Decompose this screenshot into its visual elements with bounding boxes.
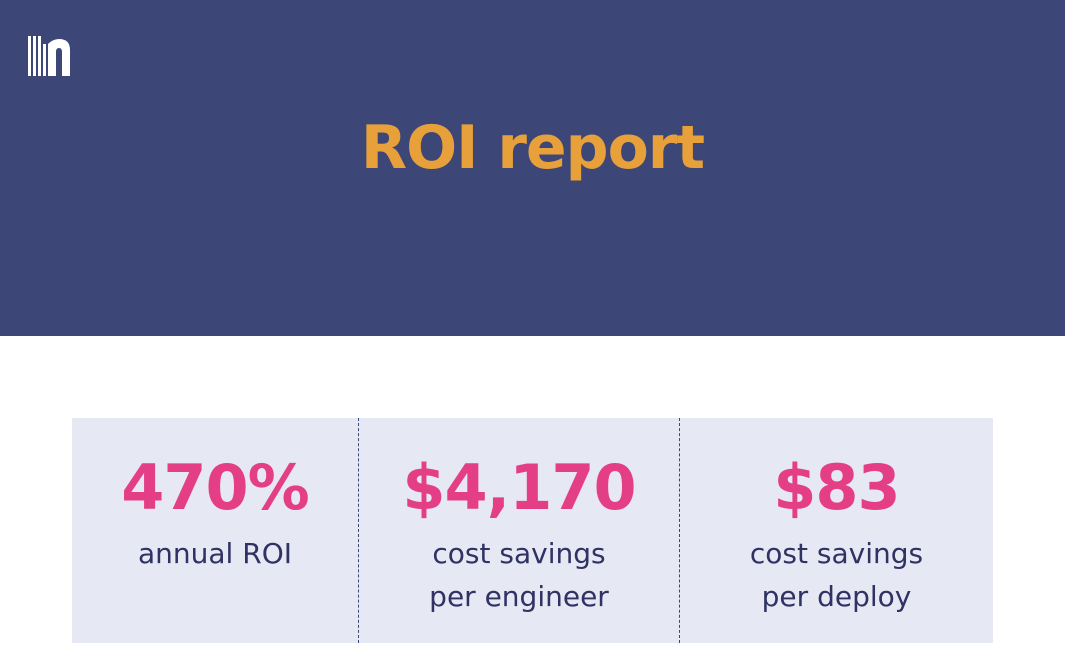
n-logo-icon — [28, 36, 70, 76]
stats-panel: 470% annual ROI $4,170 cost savings per … — [72, 418, 993, 643]
stat-savings-per-deploy: $83 cost savings per deploy — [679, 418, 993, 643]
stat-label: cost savings per deploy — [749, 537, 924, 613]
stat-savings-per-engineer: $4,170 cost savings per engineer — [358, 418, 679, 643]
header-banner: ROI report — [0, 0, 1065, 336]
stat-annual-roi: 470% annual ROI — [72, 418, 358, 643]
stat-value: $83 — [773, 451, 900, 524]
page-title: ROI report — [360, 113, 705, 183]
stat-value: $4,170 — [402, 451, 636, 524]
stat-label: cost savings per engineer — [429, 537, 609, 613]
stat-value: 470% — [121, 451, 310, 524]
stat-label: annual ROI — [138, 537, 292, 570]
